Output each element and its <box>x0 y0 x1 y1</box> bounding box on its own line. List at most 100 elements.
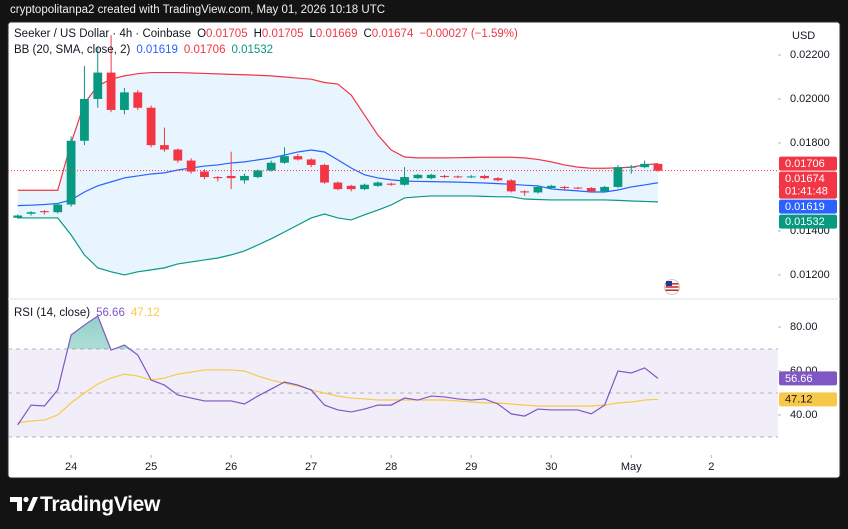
candle-body <box>440 175 449 178</box>
candle-body <box>413 174 423 179</box>
x-tick-label: 30 <box>545 461 557 473</box>
x-tick-label: May <box>621 461 642 473</box>
y-tick-label: 0.02200 <box>790 49 830 61</box>
candle-body <box>506 180 516 192</box>
rsi-plot <box>17 315 659 426</box>
candle-body <box>560 186 569 189</box>
candle-body <box>586 188 596 192</box>
chart-background <box>7 21 841 479</box>
y-tick-label: 40.00 <box>790 409 818 421</box>
candle-body <box>80 98 89 141</box>
price-tag <box>779 171 837 199</box>
x-tick-label: 29 <box>465 461 477 473</box>
y-tick-label: 0.02000 <box>790 93 830 105</box>
price-tag <box>779 156 837 171</box>
candle-body <box>520 191 529 193</box>
ohlc-key: L <box>309 28 316 40</box>
candle-body <box>600 186 610 192</box>
candle-body <box>466 176 476 178</box>
value-tag-label: 47.12 <box>785 394 813 406</box>
price-plot <box>13 35 663 276</box>
candle-body <box>453 176 463 178</box>
y-tick-label: 80.00 <box>790 321 818 333</box>
x-tick-label: 2 <box>708 461 714 473</box>
candle-body <box>373 182 383 186</box>
candle-body <box>213 177 223 179</box>
ohlc-value: 0.01705 <box>261 28 304 40</box>
indicator-line <box>17 369 658 424</box>
candle-body <box>200 171 209 178</box>
indicator-value: 0.01619 <box>136 44 178 56</box>
indicator-value: 47.12 <box>130 307 160 319</box>
candle-body <box>386 183 396 185</box>
price-tag-label: 0.01706 <box>785 158 825 170</box>
ohlc-item: L0.01669 <box>309 28 357 40</box>
candle-body <box>53 204 63 213</box>
candle-body <box>240 175 249 181</box>
value-tag <box>779 371 837 386</box>
candle-body <box>160 145 169 150</box>
ohlc-value: 0.01669 <box>315 28 358 40</box>
candle-body <box>533 186 543 193</box>
candle-body <box>13 215 23 218</box>
candle-body <box>333 182 343 190</box>
ohlc-value: 0.01674 <box>371 28 414 40</box>
candle-body <box>546 185 556 189</box>
change-value: −0.00027 (−1.59%) <box>419 28 518 40</box>
indicator-value: 56.66 <box>96 307 125 319</box>
ohlc-value: 0.01705 <box>206 28 248 40</box>
x-tick-label: 28 <box>385 461 397 473</box>
y-tick-label: 0.01200 <box>790 269 830 281</box>
y-tick-label: 0.01800 <box>790 137 830 149</box>
candle-body <box>573 187 583 189</box>
candle-body <box>493 178 503 181</box>
candle-body <box>613 167 623 187</box>
candle-body <box>653 163 663 171</box>
symbol-title: Seeker / US Dollar · 4h · Coinbase <box>14 28 192 40</box>
candle-body <box>426 174 436 179</box>
candle-body <box>106 72 116 110</box>
overbought-fill <box>17 316 658 350</box>
candle-body <box>480 175 489 179</box>
candle-body <box>146 107 156 146</box>
value-tag <box>779 392 837 407</box>
ohlc-key: O <box>197 28 207 40</box>
band-fill <box>17 72 658 275</box>
candle-body <box>120 92 129 110</box>
x-tick-label: 25 <box>145 461 157 473</box>
ohlc-item: O0.01705 <box>197 28 248 40</box>
price-tag-label: 0.01619 <box>785 201 825 213</box>
rsi-legend: RSI (14, close) 56.66 47.12 <box>14 307 160 319</box>
candle-body <box>306 159 316 165</box>
bb-legend: BB (20, SMA, close, 2) 0.01619 0.01706 0.0… <box>14 44 273 56</box>
candle-body <box>253 170 263 178</box>
indicator-value: 0.01706 <box>183 44 226 56</box>
indicator-line <box>17 195 658 276</box>
candle-body <box>93 72 103 99</box>
ohlc-item: H0.01705 <box>254 28 304 40</box>
currency-label: USD <box>792 30 815 42</box>
countdown-label: 01:41:48 <box>785 186 828 198</box>
flag-icon <box>664 279 680 295</box>
candle-body <box>26 212 36 214</box>
brand-logo <box>10 496 38 511</box>
price-tag-label: 0.01532 <box>785 216 825 228</box>
candle-body <box>280 156 289 163</box>
indicator-line <box>17 315 659 426</box>
x-tick-label: 26 <box>225 461 237 473</box>
ohlc-key: C <box>363 28 372 40</box>
price-tag-label: 0.01674 <box>785 173 825 185</box>
price-tag <box>779 199 837 214</box>
candle-body <box>293 156 303 160</box>
candle-body <box>626 166 636 168</box>
candle-body <box>640 163 650 168</box>
ohlc-item: C0.01674 <box>363 28 413 40</box>
candle-body <box>66 140 76 205</box>
candle-body <box>266 162 276 171</box>
candle-body <box>226 175 236 179</box>
price-legend: Seeker / US Dollar · 4h · Coinbase O0.01… <box>14 28 518 40</box>
indicator-line <box>17 71 659 191</box>
x-tick-label: 24 <box>65 461 77 473</box>
